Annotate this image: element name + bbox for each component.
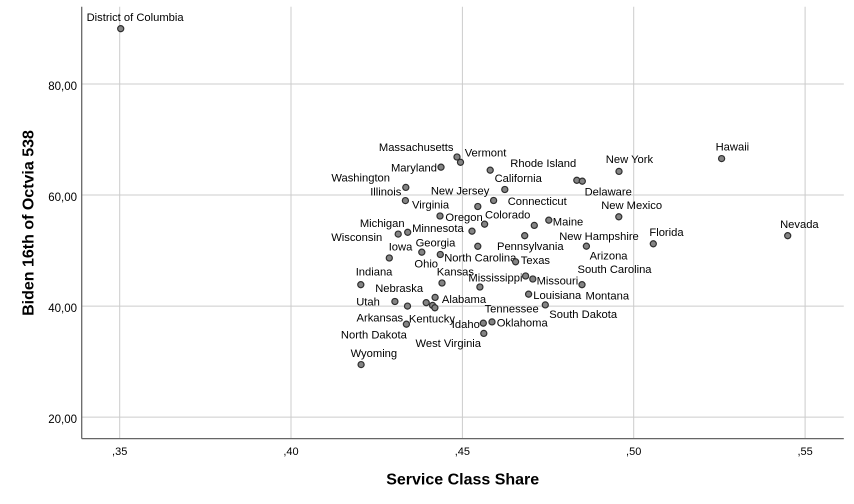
svg-text:New Jersey: New Jersey [431, 186, 490, 198]
svg-text:Service Class Share: Service Class Share [386, 472, 539, 489]
svg-text:Wyoming: Wyoming [351, 348, 398, 360]
svg-text:South Carolina: South Carolina [578, 264, 653, 276]
svg-text:New York: New York [606, 154, 654, 166]
svg-text:Alabama: Alabama [442, 294, 487, 306]
svg-text:Illinois: Illinois [370, 187, 401, 199]
svg-text:Pennsylvania: Pennsylvania [497, 241, 564, 253]
svg-text:Nevada: Nevada [780, 219, 819, 231]
svg-text:Maine: Maine [553, 217, 583, 229]
svg-text:Louisiana: Louisiana [533, 290, 582, 302]
svg-text:Oklahoma: Oklahoma [497, 317, 549, 329]
svg-text:Nebraska: Nebraska [375, 283, 424, 295]
svg-text:Biden 16th of Octvia 538: Biden 16th of Octvia 538 [21, 130, 38, 316]
svg-text:Florida: Florida [649, 227, 684, 239]
svg-text:,35: ,35 [112, 446, 127, 458]
svg-text:Idaho: Idaho [452, 319, 480, 331]
svg-text:Vermont: Vermont [465, 147, 508, 159]
svg-text:Arizona: Arizona [590, 251, 629, 263]
svg-text:Tennessee: Tennessee [485, 304, 539, 316]
svg-text:,45: ,45 [455, 446, 470, 458]
svg-text:Massachusetts: Massachusetts [379, 142, 454, 154]
svg-text:Hawaii: Hawaii [716, 142, 750, 154]
svg-text:Ohio: Ohio [414, 258, 438, 270]
svg-text:Kansas: Kansas [437, 267, 475, 279]
svg-text:Rhode Island: Rhode Island [510, 158, 576, 170]
svg-text:Wisconsin: Wisconsin [331, 232, 382, 244]
svg-text:Kentucky: Kentucky [409, 314, 455, 326]
svg-text:Connecticut: Connecticut [508, 196, 568, 208]
svg-text:Utah: Utah [356, 296, 380, 308]
svg-text:,50: ,50 [626, 446, 641, 458]
svg-text:Oregon: Oregon [445, 212, 482, 224]
svg-text:North Dakota: North Dakota [341, 329, 408, 341]
svg-text:Arkansas: Arkansas [357, 313, 404, 325]
svg-text:60,00: 60,00 [48, 192, 77, 204]
svg-text:California: California [495, 173, 543, 185]
svg-text:Indiana: Indiana [356, 267, 393, 279]
svg-text:Texas: Texas [521, 255, 551, 267]
svg-text:Georgia: Georgia [416, 238, 457, 250]
svg-text:Colorado: Colorado [485, 210, 530, 222]
svg-text:Washington: Washington [331, 173, 390, 185]
svg-text:Virginia: Virginia [412, 199, 450, 211]
svg-text:Delaware: Delaware [585, 187, 632, 199]
svg-text:North Carolina: North Carolina [444, 252, 517, 264]
svg-text:80,00: 80,00 [48, 81, 77, 93]
svg-text:New Mexico: New Mexico [601, 200, 662, 212]
svg-text:,40: ,40 [283, 446, 298, 458]
svg-text:Missouri: Missouri [537, 276, 579, 288]
svg-text:Montana: Montana [586, 291, 630, 303]
svg-text:Maryland: Maryland [391, 163, 437, 175]
svg-text:District of Columbia: District of Columbia [87, 12, 185, 24]
svg-text:New Hampshire: New Hampshire [559, 231, 639, 243]
svg-text:20,00: 20,00 [48, 414, 77, 426]
svg-text:Mississippi: Mississippi [468, 272, 522, 284]
svg-text:40,00: 40,00 [48, 303, 77, 315]
svg-text:West Virginia: West Virginia [416, 338, 482, 350]
svg-text:Michigan: Michigan [360, 218, 405, 230]
svg-text:Iowa: Iowa [389, 242, 413, 254]
svg-text:South Dakota: South Dakota [549, 309, 618, 321]
svg-text:Minnesota: Minnesota [412, 223, 464, 235]
svg-text:,55: ,55 [797, 446, 812, 458]
